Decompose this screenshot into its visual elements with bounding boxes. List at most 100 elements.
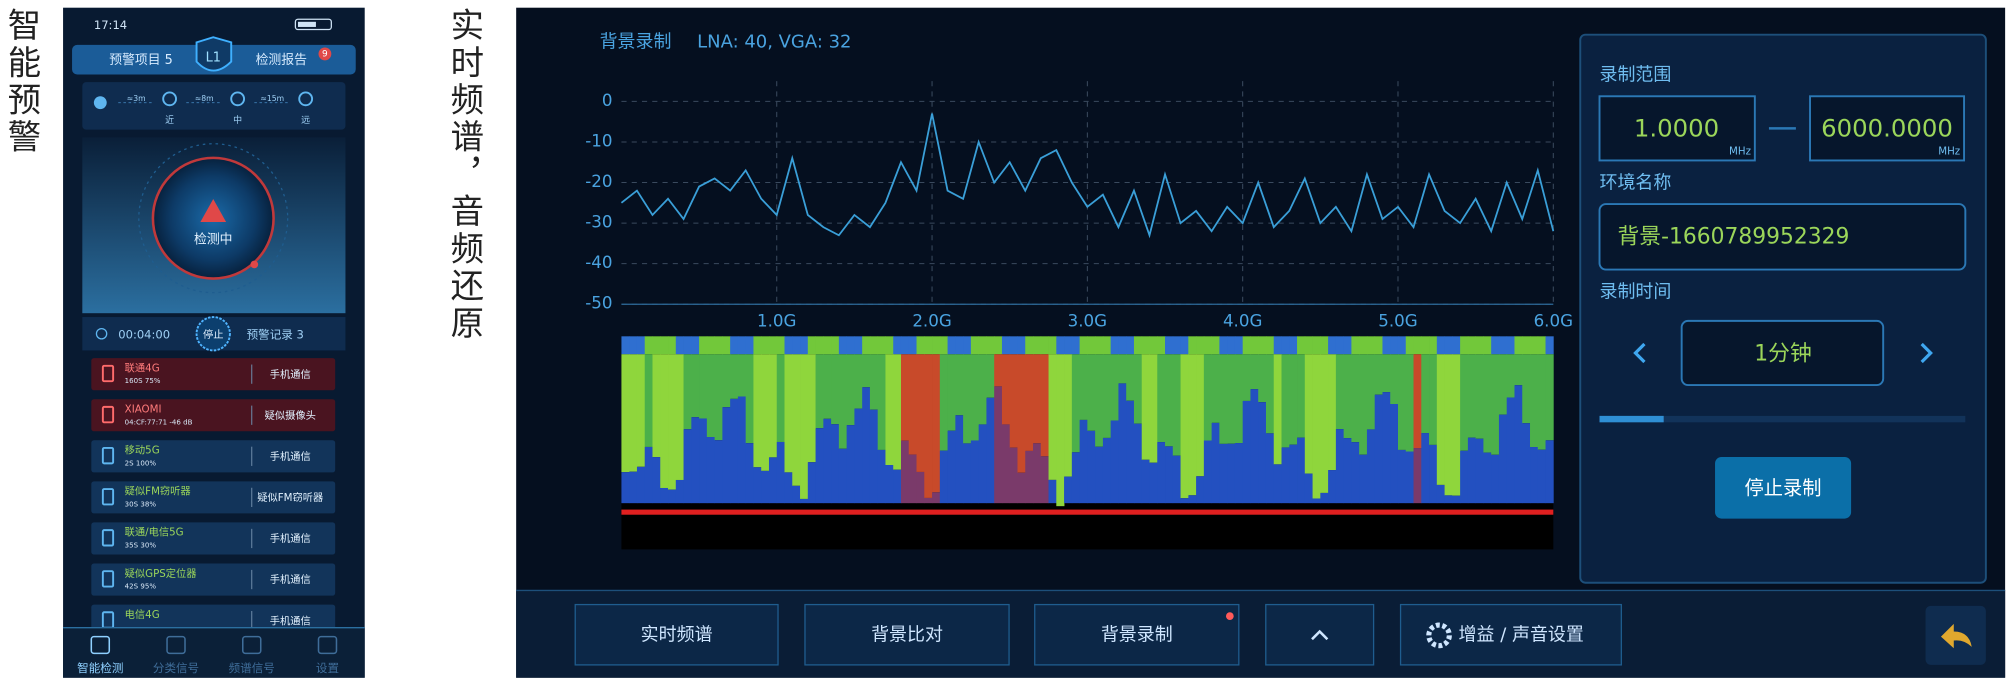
waterfall-cell — [1079, 419, 1088, 504]
waterfall-cell — [978, 354, 987, 425]
next-arrow[interactable] — [1920, 342, 1933, 364]
nav-label[interactable]: 智能检测 — [77, 661, 123, 675]
waterfall-cell — [1328, 354, 1337, 471]
nav-label[interactable]: 分类信号 — [153, 661, 199, 675]
signal-name[interactable]: 疑似GPS定位器 — [125, 567, 197, 580]
waterfall-cell — [745, 354, 754, 444]
waterfall-cell — [1421, 433, 1430, 504]
signal-name[interactable]: 联通/电信5G — [125, 526, 184, 539]
waterfall-cell — [963, 443, 972, 504]
signal-detail: 35S 30% — [125, 541, 157, 550]
progress-track — [1599, 415, 1966, 423]
waterfall-cell — [1258, 336, 1267, 355]
waterfall-cell — [1382, 392, 1391, 504]
nav-icon[interactable] — [241, 635, 262, 655]
waterfall-cell — [1506, 354, 1515, 398]
waterfall-cell — [1390, 404, 1399, 504]
nav-icon[interactable] — [317, 635, 338, 655]
toolbar-label[interactable]: 增益 / 声音设置 — [1459, 624, 1584, 645]
nav-icon[interactable] — [90, 635, 111, 655]
warning-items[interactable]: 预警项目 5 — [109, 52, 173, 68]
waterfall-cell — [1141, 459, 1150, 504]
waterfall-cell — [893, 336, 902, 355]
nav-icon[interactable] — [166, 635, 186, 655]
records[interactable]: 预警记录 3 — [247, 328, 304, 342]
waterfall-cell — [1273, 354, 1282, 465]
env-box[interactable] — [1598, 203, 1967, 271]
range-end[interactable]: 6000.0000 — [1821, 114, 1953, 143]
signal-item[interactable] — [91, 563, 336, 596]
stop-record-button[interactable] — [1715, 456, 1852, 519]
spectrum-line — [620, 113, 1555, 239]
waterfall-cell — [714, 354, 723, 441]
time-value: 1分钟 — [1754, 341, 1812, 366]
signal-name[interactable]: XIAOMI — [125, 403, 162, 415]
collapse-button[interactable] — [1265, 603, 1375, 666]
signal-item[interactable] — [91, 358, 336, 391]
signal-name[interactable]: 联通4G — [125, 362, 160, 374]
toolbar-label[interactable]: 实时频谱 — [641, 624, 713, 645]
waterfall-cell — [1475, 438, 1484, 504]
stop-button[interactable] — [195, 316, 231, 352]
waterfall-cell — [1390, 354, 1399, 405]
toolbar-button[interactable] — [1399, 603, 1622, 666]
waterfall-cell — [1530, 336, 1539, 355]
waterfall-cell — [1273, 336, 1282, 355]
waterfall-cell — [1009, 336, 1018, 355]
waterfall-cell — [1522, 336, 1531, 355]
report-link[interactable]: 检测报告 — [256, 52, 307, 68]
waterfall-cell — [1118, 336, 1127, 355]
waterfall-cell — [730, 336, 739, 355]
range-end-box[interactable] — [1809, 95, 1966, 162]
env-name[interactable]: 背景-1660789952329 — [1617, 224, 1849, 249]
waterfall-cell — [761, 470, 770, 504]
signal-type: 手机通信 — [270, 532, 311, 545]
waterfall-cell — [1009, 354, 1018, 448]
waterfall-cell — [1514, 354, 1523, 386]
waterfall-cell — [745, 443, 754, 504]
range-start[interactable]: 1.0000 — [1634, 114, 1719, 143]
signal-item[interactable] — [91, 399, 336, 432]
signal-item[interactable] — [91, 440, 336, 473]
waterfall-cell — [1102, 354, 1112, 438]
waterfall-cell — [1203, 440, 1213, 504]
toolbar-button[interactable] — [574, 603, 779, 666]
waterfall-cell — [1297, 354, 1306, 438]
toolbar-label[interactable]: 背景录制 — [1101, 624, 1173, 645]
waterfall-cell — [1397, 336, 1407, 355]
waterfall-cell — [1025, 450, 1034, 504]
waterfall-cell — [1304, 354, 1313, 474]
waterfall-cell — [1211, 354, 1220, 423]
signal-name[interactable]: 电信4G — [125, 608, 160, 621]
x-tick-label: 3.0G — [1068, 312, 1107, 331]
waterfall-cell — [1460, 354, 1469, 451]
stop-label[interactable]: 停止 — [203, 328, 224, 341]
nav-label[interactable]: 频谱信号 — [229, 661, 275, 675]
waterfall-cell — [1514, 385, 1523, 504]
signal-name[interactable]: 疑似FM窃听器 — [125, 485, 191, 498]
waterfall-cell — [675, 354, 684, 480]
waterfall-cell — [675, 336, 684, 355]
waterfall-cell — [706, 437, 715, 504]
signal-name[interactable]: 移动5G — [125, 444, 160, 457]
waterfall-cell — [932, 336, 941, 355]
toolbar-button[interactable] — [804, 603, 1010, 666]
waterfall-cell — [1095, 336, 1104, 355]
toolbar-label[interactable]: 背景比对 — [871, 624, 943, 645]
signal-item[interactable] — [91, 481, 336, 514]
signal-type: 手机通信 — [270, 368, 311, 381]
signal-item[interactable] — [91, 522, 336, 555]
range-start-box[interactable] — [1598, 95, 1756, 162]
waterfall-cell — [800, 354, 809, 499]
waterfall-cell — [815, 428, 824, 504]
waterfall-cell — [986, 354, 995, 398]
nav-label[interactable]: 设置 — [316, 661, 339, 675]
waterfall-cell — [768, 336, 778, 355]
waterfall-cell — [745, 336, 754, 355]
prev-arrow[interactable] — [1633, 342, 1646, 364]
waterfall-cell — [1001, 354, 1011, 425]
stop-record-label[interactable]: 停止录制 — [1745, 477, 1822, 500]
waterfall-cell — [1281, 354, 1290, 448]
toolbar-button[interactable] — [1034, 603, 1240, 666]
y-tick-label: -10 — [585, 131, 612, 150]
